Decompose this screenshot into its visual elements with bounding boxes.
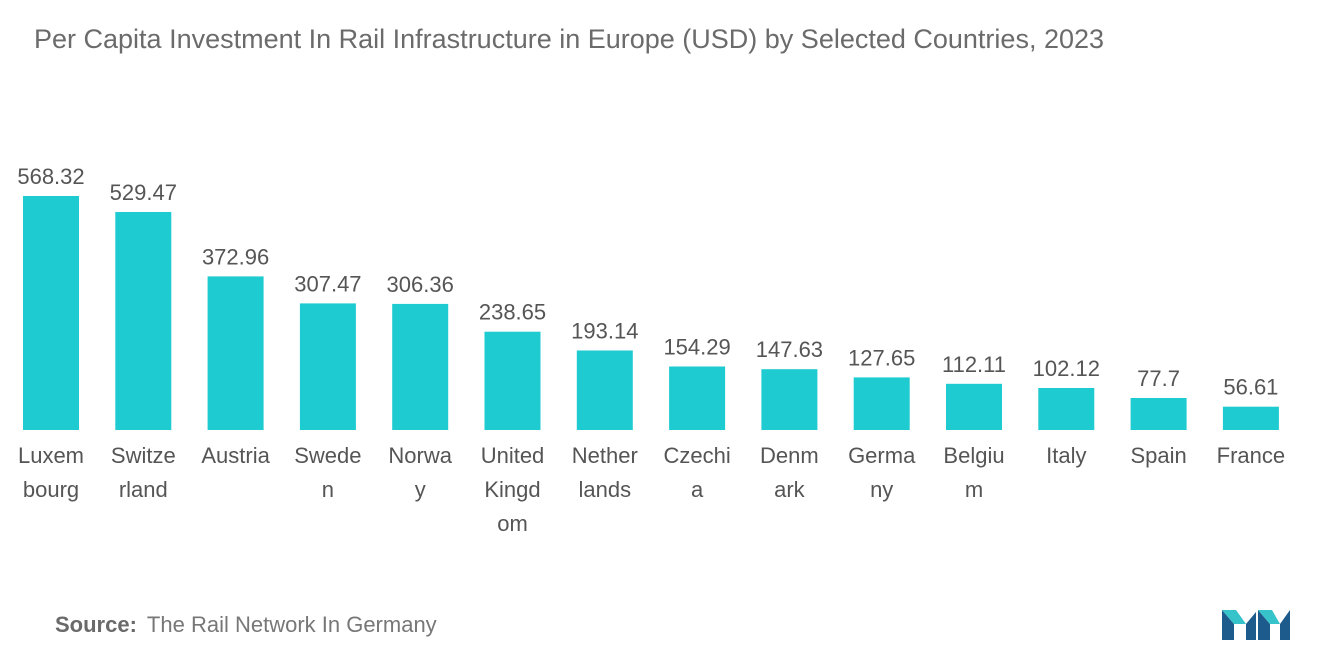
category-label: France — [1217, 443, 1285, 468]
category-label: rland — [119, 477, 168, 502]
category-label: ny — [870, 477, 893, 502]
data-label: 77.7 — [1137, 366, 1180, 391]
category-label: Nether — [572, 443, 638, 468]
bar-sweden — [299, 303, 356, 430]
bar-czechia — [669, 366, 726, 430]
category-label: Switze — [111, 443, 176, 468]
category-label: Kingd — [484, 477, 540, 502]
category-label: Norwa — [388, 443, 452, 468]
bar-belgium — [946, 383, 1002, 430]
category-label: Luxem — [18, 443, 84, 468]
data-label: 307.47 — [294, 271, 361, 296]
data-label: 238.65 — [479, 300, 546, 325]
data-label: 372.96 — [202, 244, 269, 269]
category-label: Germa — [848, 443, 916, 468]
bar-germany — [853, 377, 910, 430]
category-label: Czechi — [663, 443, 730, 468]
data-label: 102.12 — [1033, 356, 1100, 381]
bar-spain — [1130, 398, 1187, 430]
category-label: m — [965, 477, 983, 502]
bar-netherlands — [576, 350, 633, 430]
bar-united-kingdom — [484, 331, 541, 430]
source-label: Source: — [55, 612, 137, 637]
category-label: Italy — [1046, 443, 1086, 468]
data-label: 154.29 — [663, 335, 730, 360]
data-label: 529.47 — [110, 180, 177, 205]
category-label: Belgiu — [943, 443, 1004, 468]
category-label: om — [497, 511, 528, 536]
source-line: Source: The Rail Network In Germany — [55, 612, 437, 638]
bar-chart: 568.32 Luxem bourg 529.47 Switze rland 372.96 A… — [17, 164, 1285, 536]
mordor-intelligence-logo-icon — [1222, 610, 1290, 640]
bar-austria — [207, 276, 264, 430]
bar-denmark — [761, 369, 818, 430]
bar-luxembourg — [23, 196, 79, 430]
category-label: Austria — [201, 443, 270, 468]
category-label: Spain — [1130, 443, 1186, 468]
bar-switzerland — [115, 212, 172, 430]
category-label: n — [322, 477, 334, 502]
data-label: 568.32 — [17, 164, 84, 189]
data-label: 193.14 — [571, 319, 638, 344]
bar-france — [1222, 406, 1279, 430]
data-label: 306.36 — [387, 272, 454, 297]
bar-norway — [392, 303, 449, 430]
category-label: United — [481, 443, 545, 468]
data-label: 147.63 — [756, 337, 823, 362]
source-text: The Rail Network In Germany — [146, 612, 437, 637]
category-label: y — [415, 477, 426, 502]
category-label: Denm — [760, 443, 819, 468]
chart-title: Per Capita Investment In Rail Infrastruc… — [34, 24, 1105, 54]
category-label: bourg — [23, 477, 79, 502]
data-label: 56.61 — [1223, 375, 1278, 400]
category-label: Swede — [294, 443, 361, 468]
category-label: a — [691, 477, 704, 502]
data-label: 112.11 — [942, 352, 1006, 377]
category-label: lands — [579, 477, 632, 502]
data-label: 127.65 — [848, 345, 915, 370]
bar-italy — [1038, 388, 1095, 430]
category-label: ark — [774, 477, 806, 502]
